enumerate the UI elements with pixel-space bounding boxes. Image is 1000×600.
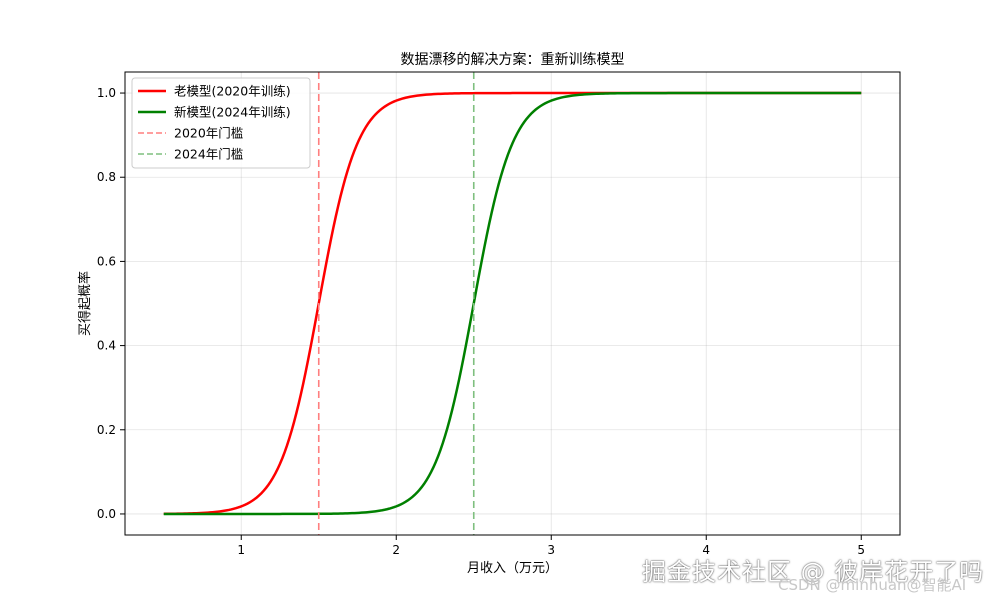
x-tick-label: 4: [702, 543, 710, 557]
x-tick-label: 1: [237, 543, 245, 557]
y-axis-label: 买得起概率: [77, 271, 93, 336]
y-tick-label: 0.6: [97, 254, 116, 268]
y-tick-label: 0.4: [97, 339, 116, 353]
chart-title: 数据漂移的解决方案：重新训练模型: [401, 51, 625, 68]
legend-label-2: 新模型(2024年训练): [174, 105, 291, 120]
y-tick-label: 0.0: [97, 507, 116, 521]
axes-frame: [124, 71, 901, 536]
y-tick-label: 0.8: [97, 170, 116, 184]
x-tick-label: 5: [857, 543, 865, 557]
series-line-2: [163, 91, 862, 516]
watermark-csdn: CSDN @minhuan@智能AI: [778, 576, 967, 594]
x-axis-label: 月收入（万元）: [467, 561, 558, 576]
legend-label-4: 2024年门槛: [174, 147, 243, 162]
watermark-juejin: 掘金技术社区 @ 彼岸花开了吗: [642, 558, 985, 586]
y-tick-label: 0.2: [97, 423, 116, 437]
y-tick-label: 1.0: [97, 86, 116, 100]
legend-label-1: 老模型(2020年训练): [174, 84, 291, 99]
legend-box: [131, 77, 311, 169]
x-tick-label: 3: [547, 543, 555, 557]
legend-label-3: 2020年门槛: [174, 126, 243, 141]
x-tick-label: 2: [392, 543, 400, 557]
